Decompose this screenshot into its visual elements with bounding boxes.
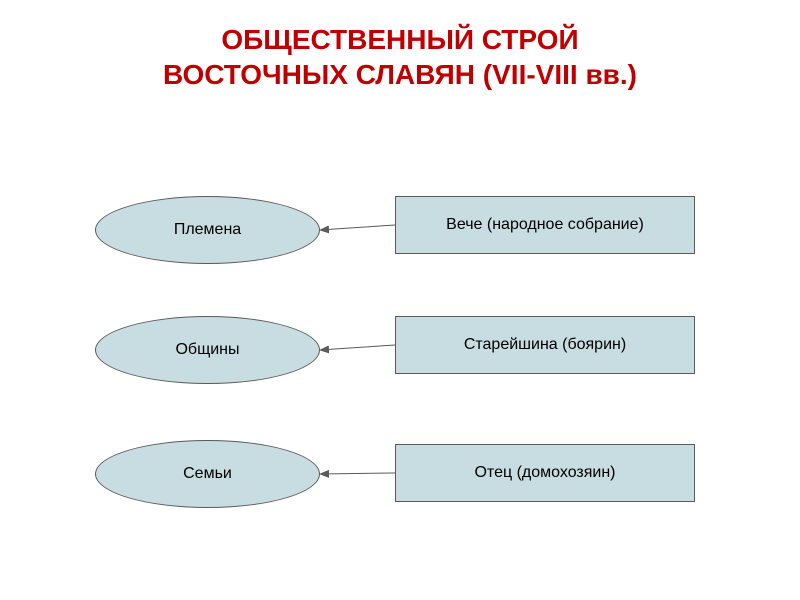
rect-veche-label: Вече (народное собрание)	[446, 216, 644, 234]
arrow-elder-to-communities	[320, 345, 395, 350]
ellipse-communities: Общины	[95, 316, 320, 384]
diagram-container: ОБЩЕСТВЕННЫЙ СТРОЙ ВОСТОЧНЫХ СЛАВЯН (VII…	[0, 0, 800, 600]
page-title: ОБЩЕСТВЕННЫЙ СТРОЙ ВОСТОЧНЫХ СЛАВЯН (VII…	[0, 22, 800, 92]
rect-father: Отец (домохозяин)	[395, 444, 695, 502]
ellipse-families-label: Семьи	[183, 465, 232, 483]
arrow-veche-to-tribes	[320, 225, 395, 230]
title-line-1: ОБЩЕСТВЕННЫЙ СТРОЙ	[221, 24, 578, 55]
rect-elder: Старейшина (боярин)	[395, 316, 695, 374]
rect-father-label: Отец (домохозяин)	[474, 464, 615, 482]
ellipse-tribes-label: Племена	[174, 221, 241, 239]
title-line-2: ВОСТОЧНЫХ СЛАВЯН (VII-VIII вв.)	[163, 59, 637, 90]
arrow-father-to-families	[320, 473, 395, 474]
ellipse-tribes: Племена	[95, 196, 320, 264]
rect-elder-label: Старейшина (боярин)	[464, 336, 626, 354]
ellipse-communities-label: Общины	[175, 341, 239, 359]
rect-veche: Вече (народное собрание)	[395, 196, 695, 254]
ellipse-families: Семьи	[95, 440, 320, 508]
